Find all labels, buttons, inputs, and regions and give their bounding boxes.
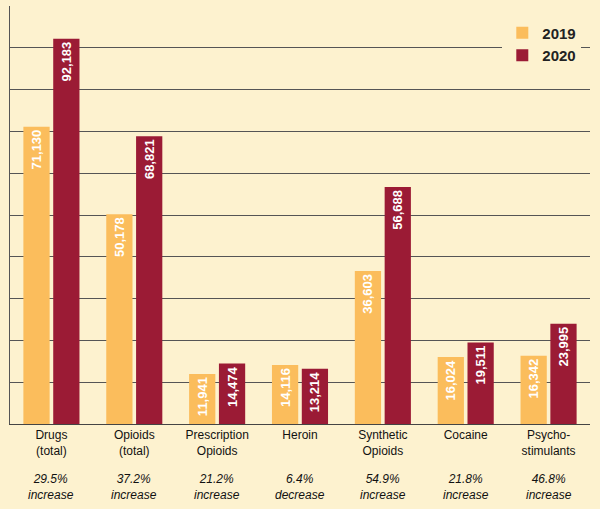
svg-text:11,941: 11,941	[195, 377, 210, 416]
svg-text:54.9%increase: 54.9%increase	[360, 472, 406, 502]
svg-text:Drugs(total): Drugs(total)	[35, 428, 67, 458]
svg-text:6.4%decrease: 6.4%decrease	[275, 472, 325, 502]
svg-text:19,511: 19,511	[473, 345, 488, 384]
svg-text:21.2%increase: 21.2%increase	[194, 472, 240, 502]
svg-text:68,821: 68,821	[142, 139, 157, 179]
svg-text:Psycho-stimulants: Psycho-stimulants	[522, 428, 576, 458]
svg-text:36,603: 36,603	[360, 274, 375, 314]
svg-text:14,474: 14,474	[225, 366, 240, 407]
svg-text:37.2%increase: 37.2%increase	[111, 472, 157, 502]
svg-text:46.8%increase: 46.8%increase	[526, 472, 572, 502]
svg-text:16,024: 16,024	[443, 360, 458, 401]
svg-text:23,995: 23,995	[556, 327, 571, 367]
svg-text:13,214: 13,214	[307, 372, 322, 413]
svg-text:16,342: 16,342	[526, 359, 541, 399]
svg-text:Heroin: Heroin	[282, 428, 317, 442]
svg-text:Cocaine: Cocaine	[444, 428, 488, 442]
svg-text:2020: 2020	[542, 47, 575, 64]
svg-text:92,183: 92,183	[59, 42, 74, 82]
svg-text:Opioids(total): Opioids(total)	[114, 428, 155, 458]
svg-text:29.5%increase: 29.5%increase	[28, 472, 74, 502]
svg-text:21.8%increase: 21.8%increase	[443, 472, 489, 502]
svg-text:56,688: 56,688	[390, 190, 405, 230]
svg-text:2019: 2019	[542, 25, 575, 42]
svg-text:PrescriptionOpioids: PrescriptionOpioids	[185, 428, 248, 458]
svg-text:71,130: 71,130	[29, 130, 44, 170]
svg-text:50,178: 50,178	[112, 217, 127, 257]
svg-text:14,116: 14,116	[278, 368, 293, 407]
svg-text:SyntheticOpioids: SyntheticOpioids	[358, 428, 407, 458]
